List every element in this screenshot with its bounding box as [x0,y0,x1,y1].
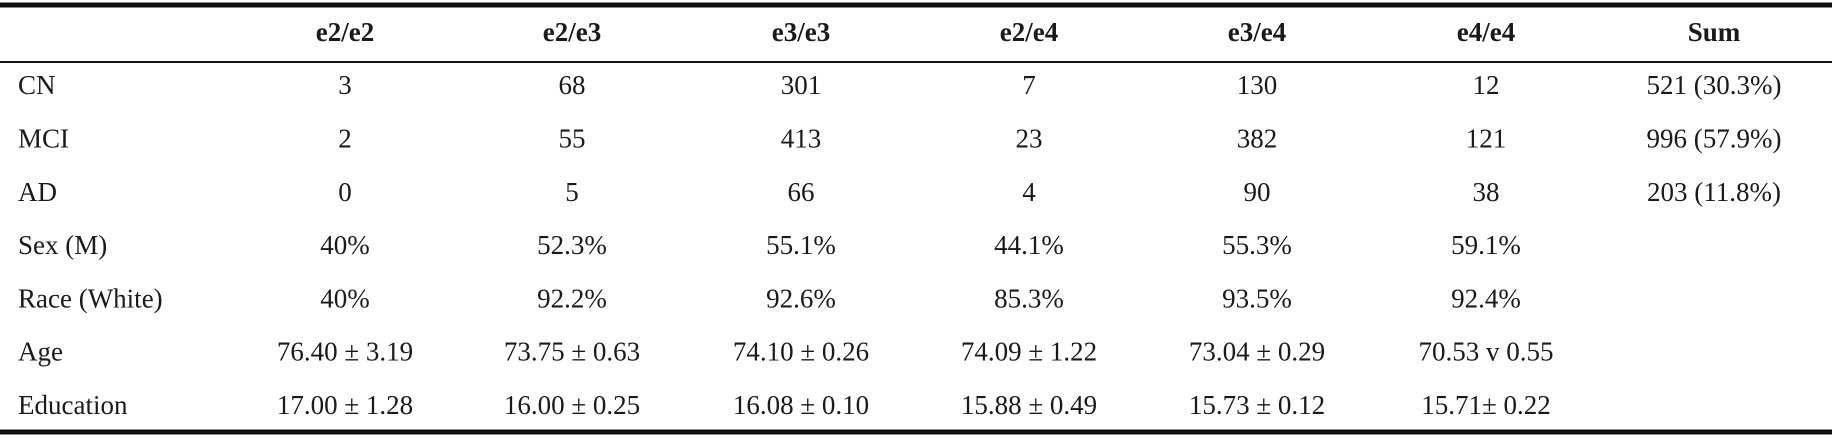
cell: 3 [338,70,352,100]
cell: 52.3% [537,230,607,260]
cell: 996 (57.9%) [1647,124,1782,154]
column-header: e2/e4 [1000,17,1058,47]
cell: 5 [565,177,579,207]
cell: 15.71± 0.22 [1421,390,1551,420]
row-label: Age [18,337,63,367]
cell: 44.1% [994,230,1064,260]
cell: 121 [1466,124,1507,154]
row-label: Race (White) [18,283,163,313]
cell: 15.88 ± 0.49 [961,390,1097,420]
cell: 74.10 ± 0.26 [733,337,869,367]
cell: 55 [559,124,586,154]
column-header: e2/e3 [543,17,601,47]
cell: 521 (30.3%) [1647,70,1782,100]
cell: 2 [338,124,352,154]
cell: 203 (11.8%) [1647,177,1781,207]
cell: 74.09 ± 1.22 [961,337,1097,367]
cell: 92.4% [1451,283,1521,313]
cell: 90 [1244,177,1271,207]
row-label: Sex (M) [18,230,107,260]
cell: 15.73 ± 0.12 [1189,390,1325,420]
cell: 68 [559,70,586,100]
cell: 76.40 ± 3.19 [277,337,413,367]
row-label: MCI [18,124,69,154]
column-header: e3/e3 [772,17,830,47]
cell: 16.00 ± 0.25 [504,390,640,420]
cell: 17.00 ± 1.28 [277,390,413,420]
cell: 73.04 ± 0.29 [1189,337,1325,367]
cell: 92.6% [766,283,836,313]
cell: 382 [1237,124,1278,154]
cell: 40% [320,283,370,313]
cell: 85.3% [994,283,1064,313]
cell: 0 [338,177,352,207]
cell: 40% [320,230,370,260]
column-header: e3/e4 [1228,17,1286,47]
cell: 38 [1473,177,1500,207]
cell: 55.3% [1222,230,1292,260]
cell: 16.08 ± 0.10 [733,390,869,420]
row-label: Education [18,390,128,420]
cell: 7 [1022,70,1036,100]
cell: 59.1% [1451,230,1521,260]
cell: 4 [1022,177,1036,207]
cell: 66 [788,177,815,207]
cell: 70.53 v 0.55 [1419,337,1554,367]
cell: 23 [1016,124,1043,154]
column-header: e2/e2 [316,17,374,47]
cell: 55.1% [766,230,836,260]
row-label: AD [18,177,57,207]
cell: 301 [781,70,822,100]
row-label: CN [18,70,56,100]
cell: 93.5% [1222,283,1292,313]
cell: 73.75 ± 0.63 [504,337,640,367]
cell: 92.2% [537,283,607,313]
column-header: e4/e4 [1457,17,1515,47]
cell: 130 [1237,70,1278,100]
cell: 413 [781,124,822,154]
cell: 12 [1473,70,1500,100]
column-header: Sum [1688,17,1741,47]
